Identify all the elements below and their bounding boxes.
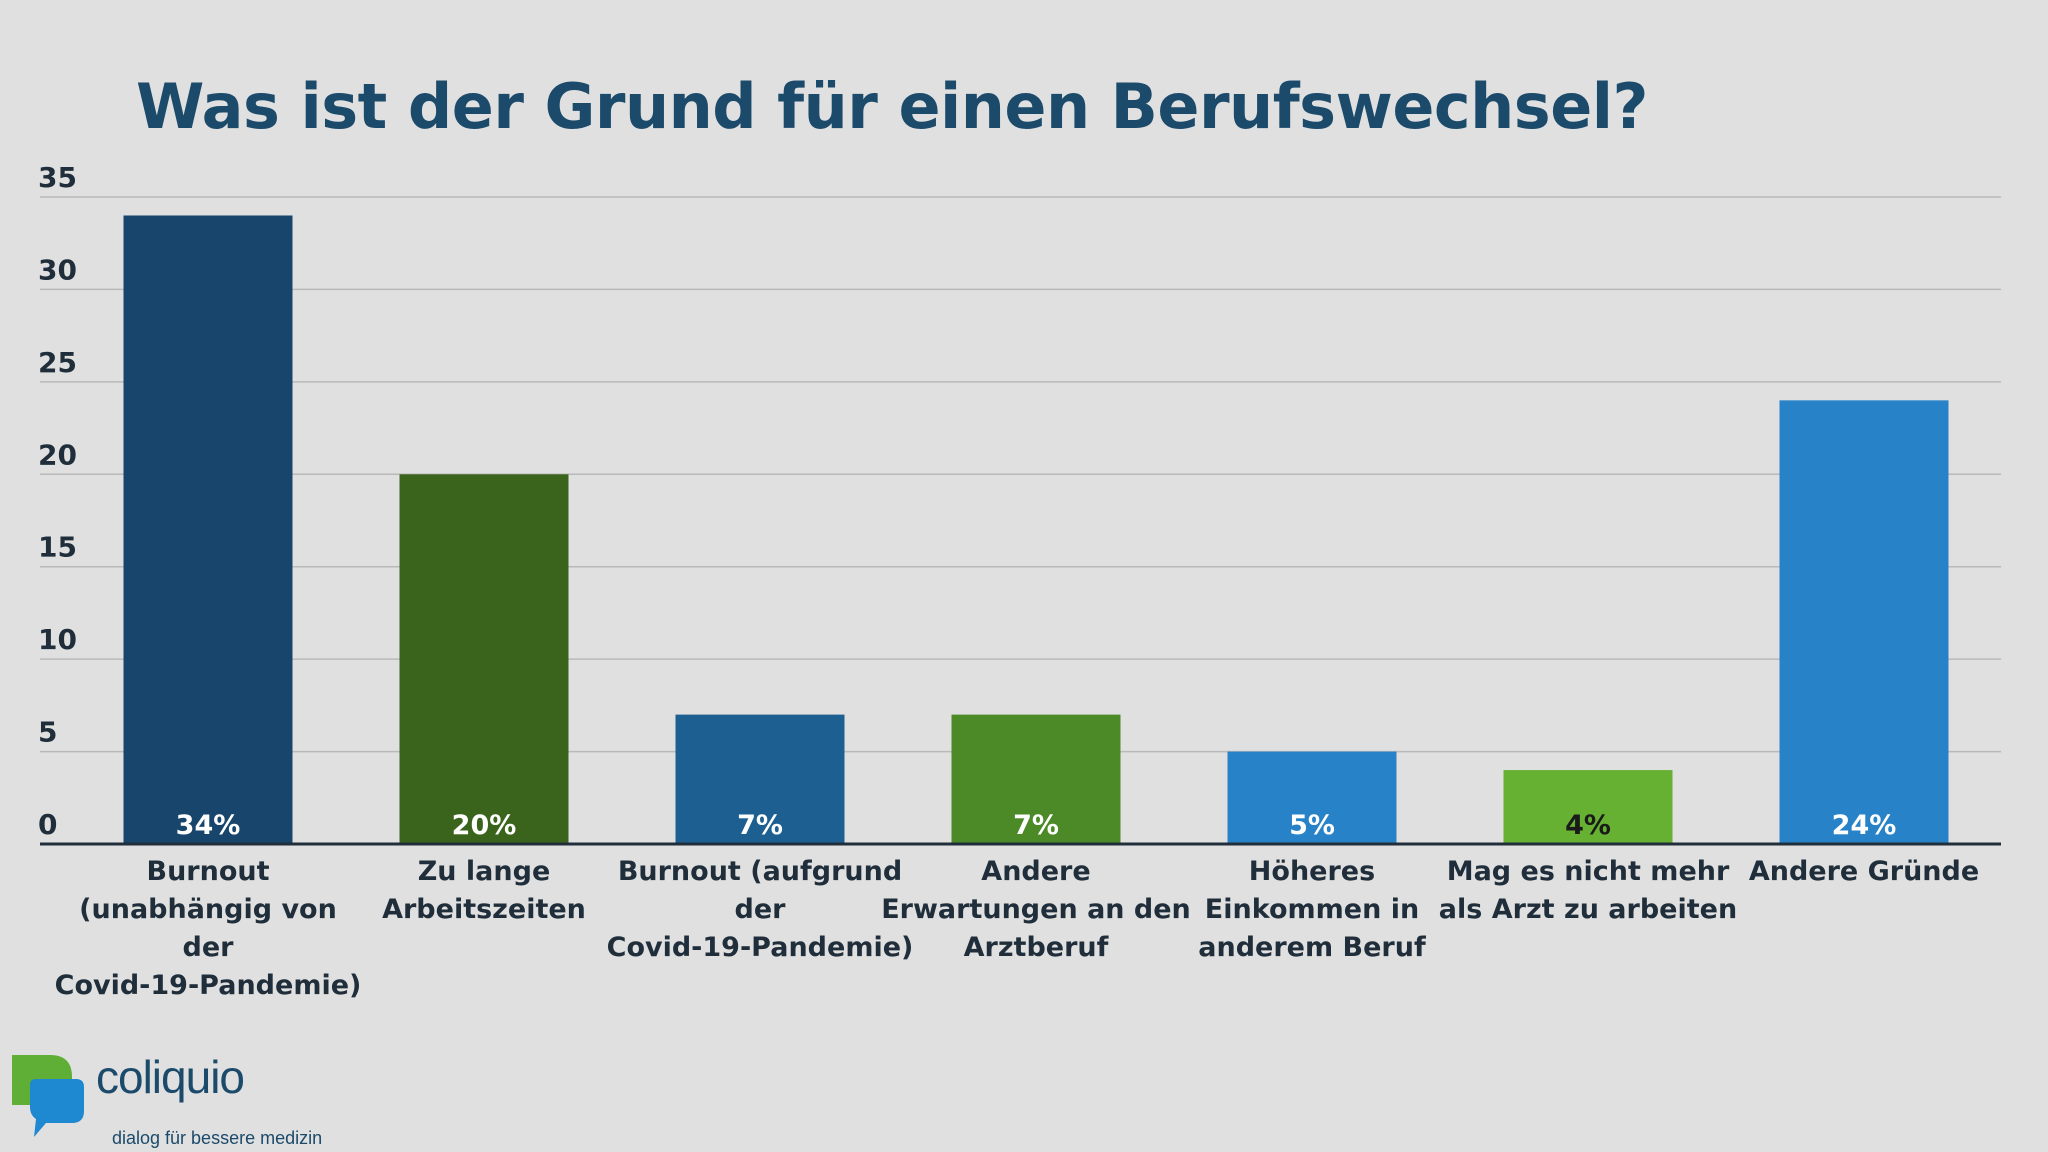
bar-data-label: 5% [1289, 810, 1335, 841]
category-label: (unabhängig von [79, 894, 337, 925]
y-tick-label: 35 [38, 161, 77, 194]
bar-data-label: 34% [176, 810, 241, 841]
y-tick-label: 0 [38, 808, 57, 841]
category-label: Andere [981, 856, 1090, 887]
y-tick-label: 30 [38, 253, 77, 286]
bar-data-label: 24% [1832, 810, 1897, 841]
category-label: Erwartungen an den [881, 894, 1191, 925]
bar [123, 215, 293, 844]
category-label: Mag es nicht mehr [1447, 856, 1730, 887]
bar-data-label: 7% [1013, 810, 1059, 841]
category-label: Burnout [146, 856, 269, 887]
bar [1779, 400, 1949, 844]
bar [1227, 751, 1397, 844]
category-label: der [183, 932, 235, 963]
y-axis-ticks: 0 5 10 15 20 25 30 35 [38, 161, 77, 841]
bar-data-label: 4% [1565, 810, 1611, 841]
category-label: Arztberuf [964, 932, 1109, 963]
gridlines [40, 196, 2001, 753]
bar-data-label: 20% [452, 810, 517, 841]
y-tick-label: 5 [38, 716, 57, 749]
bar-chart: 0 5 10 15 20 25 30 35 34% 20% 7% 7% 5% 4% 24% Burnout… [38, 161, 2001, 1001]
bars [123, 215, 1949, 844]
category-label: als Arzt zu arbeiten [1439, 894, 1737, 925]
category-label: der [735, 894, 787, 925]
bar [399, 474, 569, 844]
y-tick-label: 25 [38, 346, 77, 379]
category-label: Covid-19-Pandemie) [607, 932, 914, 963]
category-label: Andere Gründe [1749, 856, 1979, 887]
category-label: Covid-19-Pandemie) [55, 970, 362, 1001]
category-label: Arbeitszeiten [382, 894, 586, 925]
category-label: Burnout (aufgrund [618, 856, 902, 887]
y-tick-label: 15 [38, 531, 77, 564]
coliquio-logo: coliquio dialog für bessere medizin [10, 1050, 340, 1150]
logo-name: coliquio [96, 1051, 245, 1103]
y-tick-label: 10 [38, 623, 77, 656]
data-labels: 34% 20% 7% 7% 5% 4% 24% [176, 810, 1897, 841]
y-tick-label: 20 [38, 438, 77, 471]
chart-title: Was ist der Grund für einen Berufswechse… [136, 70, 1648, 143]
bar [1503, 770, 1673, 844]
category-label: Höheres [1249, 856, 1375, 887]
bar [951, 714, 1121, 844]
bar-data-label: 7% [737, 810, 783, 841]
bar [675, 714, 845, 844]
category-labels: Burnout (unabhängig von der Covid-19-Pandem… [55, 856, 1980, 1001]
category-label: Einkommen in [1205, 894, 1419, 925]
category-label: anderem Beruf [1198, 932, 1426, 963]
category-label: Zu lange [418, 856, 551, 887]
logo-mark-icon [12, 1055, 84, 1137]
logo-tagline: dialog für bessere medizin [112, 1128, 323, 1148]
